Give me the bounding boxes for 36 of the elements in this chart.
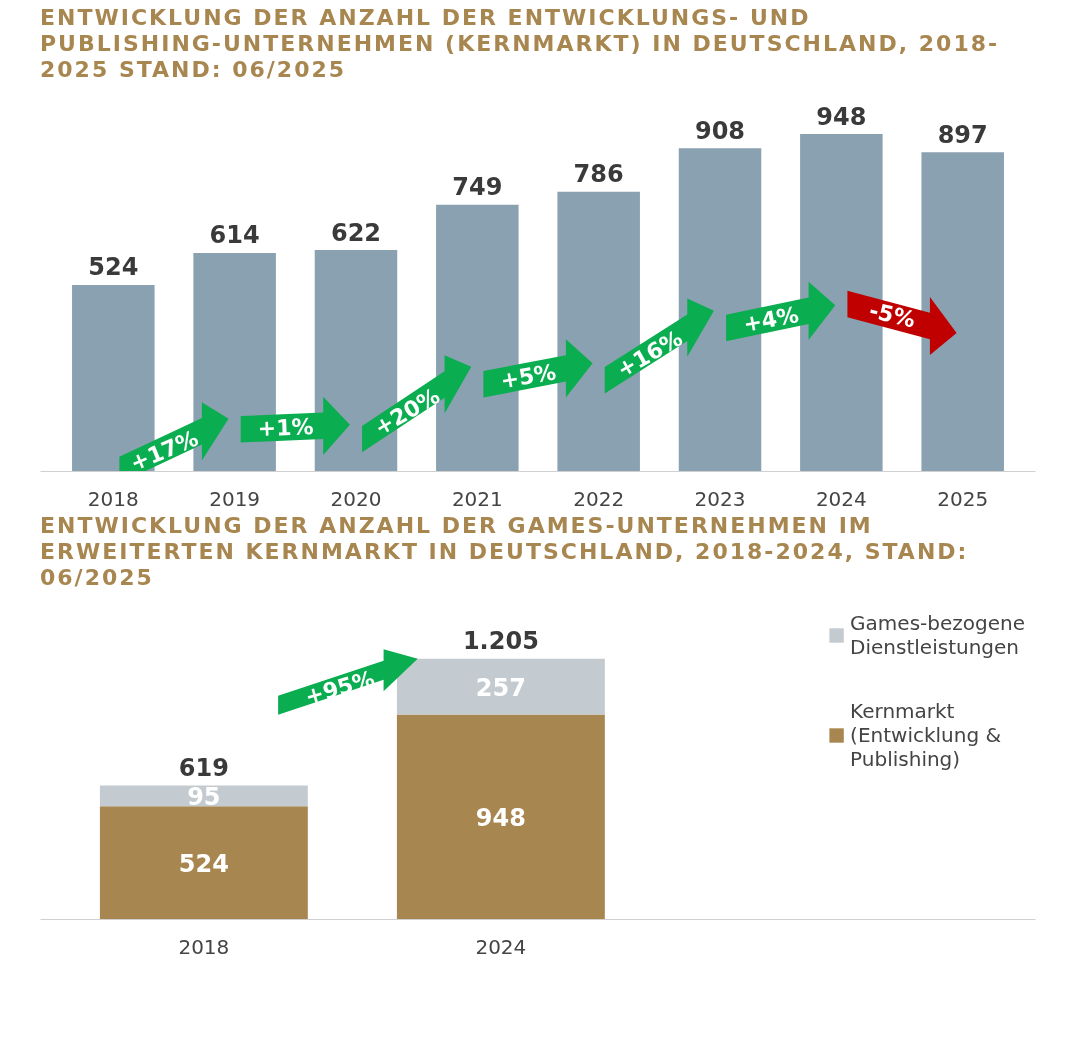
x-tick-label: 2024 <box>815 486 867 511</box>
x-tick-label: 2022 <box>573 486 625 511</box>
x-tick-label: 2018 <box>87 486 139 511</box>
data-label: 948 <box>475 803 526 832</box>
data-label: 622 <box>330 218 382 247</box>
data-label: 257 <box>475 673 526 702</box>
data-label: 95 <box>187 782 221 811</box>
data-label: 524 <box>88 253 139 282</box>
annotation: -5% <box>866 297 918 333</box>
data-label: 897 <box>937 120 988 149</box>
x-tick-label: 2023 <box>694 486 746 511</box>
annotation: +4% <box>741 302 801 337</box>
data-label: 614 <box>209 221 260 250</box>
annotation: +1% <box>257 414 314 442</box>
data-label: 524 <box>178 849 229 878</box>
total-label: 619 <box>178 754 229 783</box>
annotation: +5% <box>498 359 558 394</box>
chart-title: ENTWICKLUNG DER ANZAHL DER ENTWICKLUNGS- UND PUBLISHING-UNTERNEHMEN (KERNMARKT) IN DEUTSCHLAND, 2018-2025 STAND: 06/2025 <box>40 5 1000 83</box>
data-label: 908 <box>694 116 746 145</box>
x-tick-label: 2025 <box>937 486 989 511</box>
legend-label: Kernmarkt (Entwicklung & Publishing) <box>850 699 1002 771</box>
data-label: 786 <box>573 160 624 189</box>
bar <box>396 714 605 920</box>
x-tick-label: 2020 <box>330 486 382 511</box>
bar <box>99 806 308 920</box>
total-label: 1.205 <box>462 627 539 656</box>
chart-title: ENTWICKLUNG DER ANZAHL DER GAMES-UNTERNEHMEN IM ERWEITERTEN KERNMARKT IN DEUTSCHLAND, 2018-2024, STAND: 06/2025 <box>40 513 970 591</box>
bar <box>921 152 1004 472</box>
x-tick-label: 2024 <box>475 934 527 959</box>
x-tick-label: 2018 <box>178 934 230 959</box>
data-label: 749 <box>452 173 503 202</box>
legend-label: Games-bezogene Dienstleistungen <box>850 611 1025 659</box>
data-label: 948 <box>816 102 867 131</box>
x-tick-label: 2021 <box>451 486 503 511</box>
annotation: +17% <box>126 425 202 476</box>
x-tick-label: 2019 <box>209 486 261 511</box>
